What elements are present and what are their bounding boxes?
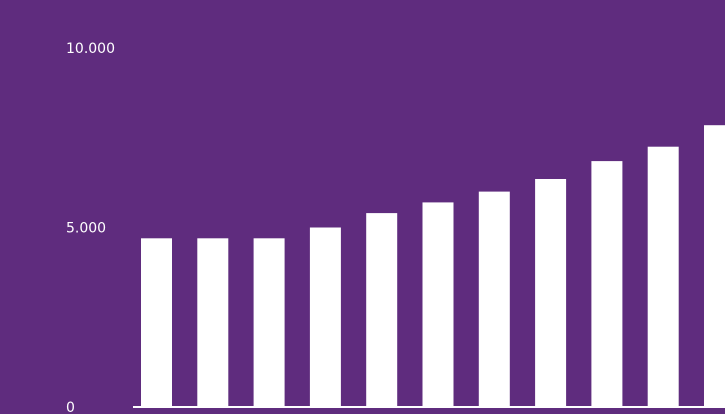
y-tick-label-0: 0 — [66, 400, 75, 414]
bar-10 — [647, 146, 679, 407]
bar-7 — [478, 191, 510, 407]
bar-3 — [253, 238, 285, 407]
bar-1 — [141, 238, 172, 407]
bar-2 — [197, 238, 229, 407]
bar-4 — [309, 227, 341, 407]
bar-8 — [535, 179, 567, 407]
y-axis: 0 5.000 10.000 — [66, 41, 115, 414]
y-tick-label-10000: 10.000 — [66, 41, 115, 57]
bar-9 — [591, 161, 623, 407]
bars-group — [141, 125, 725, 407]
bar-5 — [366, 213, 398, 407]
bar-6 — [422, 202, 454, 407]
bar-11 — [704, 125, 725, 407]
y-tick-label-5000: 5.000 — [66, 221, 106, 237]
